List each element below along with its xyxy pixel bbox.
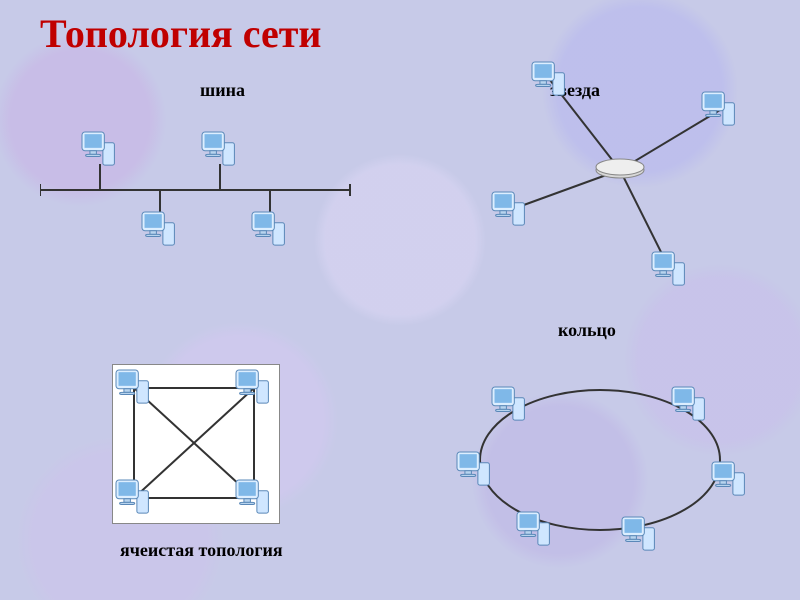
computer-icon — [236, 480, 268, 513]
computer-icon — [532, 62, 564, 95]
ring-topology-diagram — [440, 340, 760, 560]
computer-icon — [142, 212, 174, 245]
star-topology-diagram — [440, 40, 770, 300]
mesh-topology-diagram — [100, 360, 290, 540]
bus-topology-diagram — [40, 120, 360, 260]
computer-icon — [517, 512, 549, 545]
computer-icon — [457, 452, 489, 485]
computer-icon — [202, 132, 234, 165]
label-mesh: ячеистая топология — [120, 540, 283, 561]
computer-icon — [712, 462, 744, 495]
computer-icon — [116, 480, 148, 513]
computer-icon — [652, 252, 684, 285]
page-title: Топология сети — [40, 10, 321, 57]
label-ring: кольцо — [558, 320, 616, 341]
computer-icon — [236, 370, 268, 403]
computer-icon — [252, 212, 284, 245]
computer-icon — [492, 192, 524, 225]
computer-icon — [702, 92, 734, 125]
computer-icon — [116, 370, 148, 403]
computer-icon — [622, 517, 654, 550]
hub-icon — [596, 159, 644, 178]
label-bus: шина — [200, 80, 245, 101]
computer-icon — [672, 387, 704, 420]
computer-icon — [82, 132, 114, 165]
